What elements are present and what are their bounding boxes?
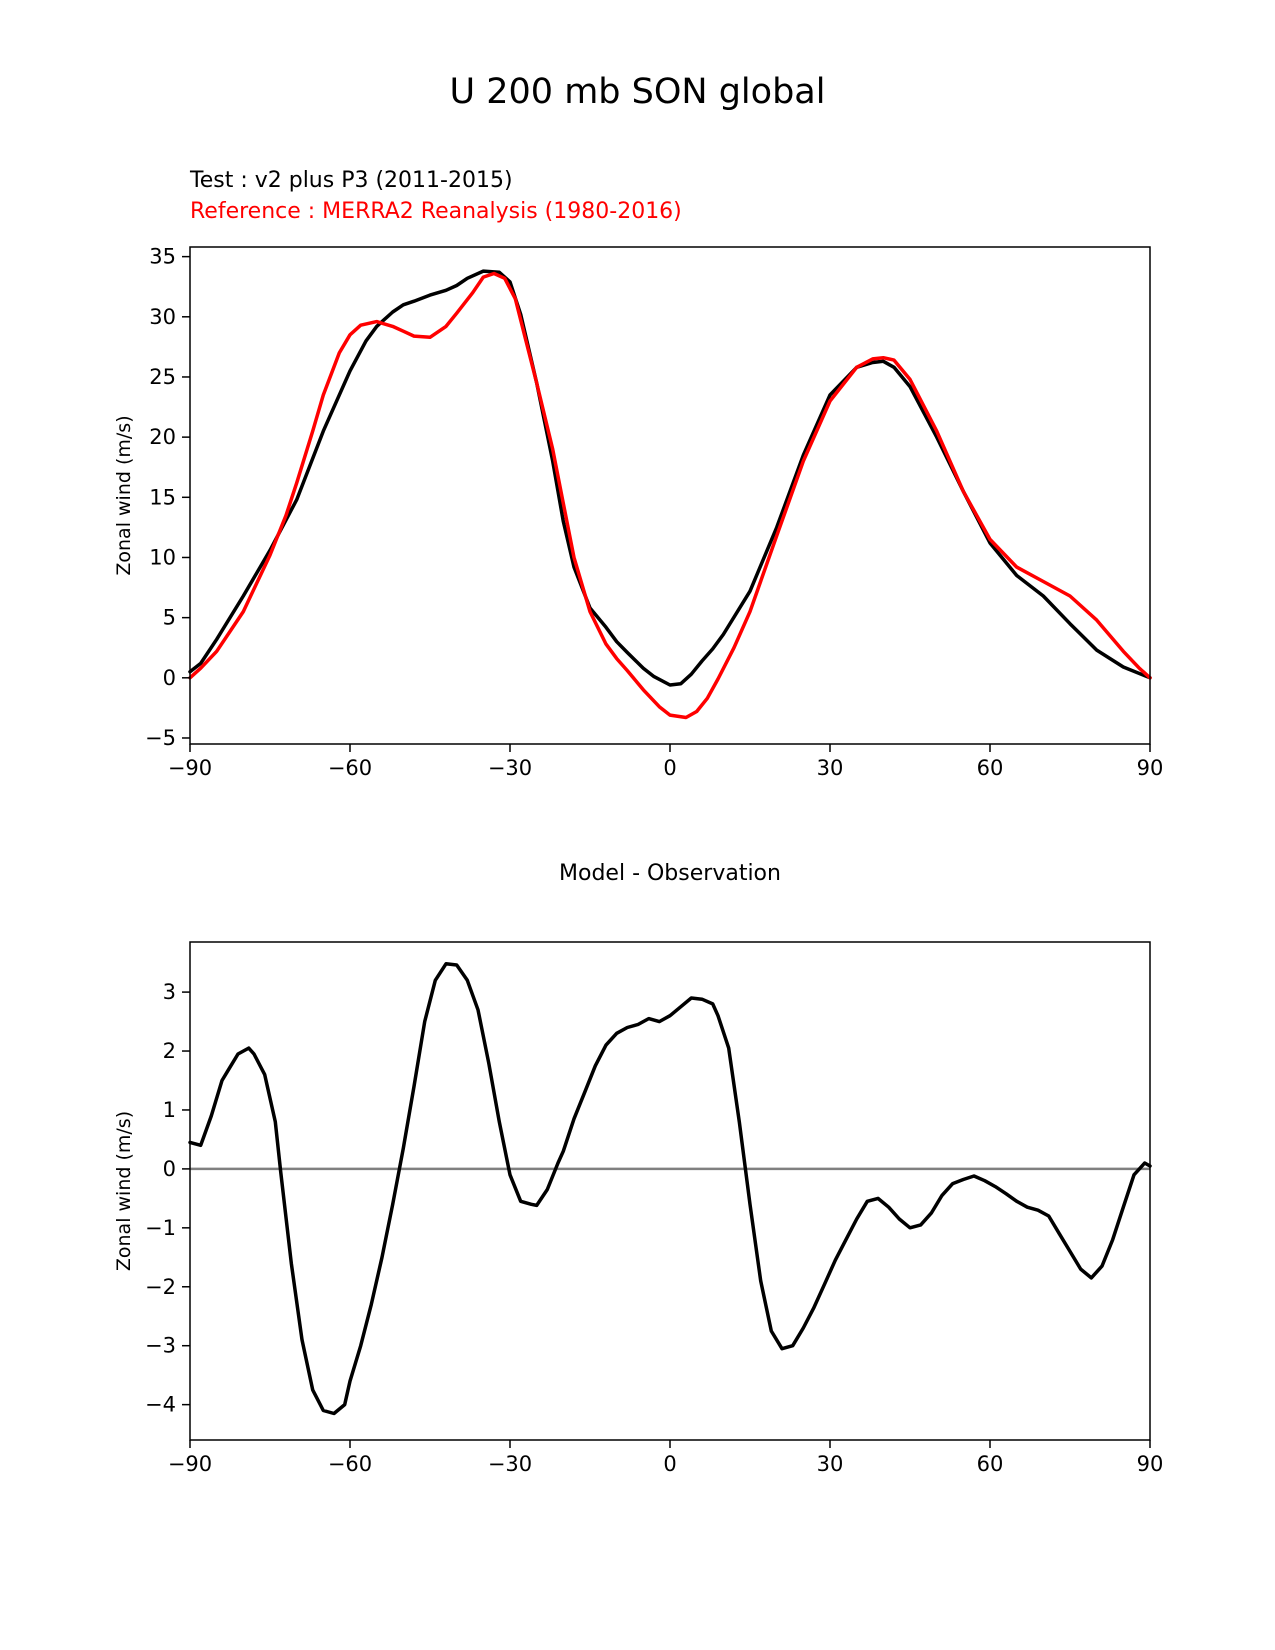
y-tick-label: 35 <box>149 245 176 269</box>
y-tick-label: −1 <box>145 1216 176 1240</box>
y-tick-label: 0 <box>163 666 176 690</box>
y-tick-label: −4 <box>145 1393 176 1417</box>
x-tick-label: −30 <box>488 756 532 780</box>
y-tick-label: 2 <box>163 1039 176 1063</box>
y-tick-label: −3 <box>145 1334 176 1358</box>
y-tick-label: 1 <box>163 1098 176 1122</box>
x-tick-label: 90 <box>1137 756 1164 780</box>
y-tick-label: 30 <box>149 305 176 329</box>
x-tick-label: −60 <box>328 1452 372 1476</box>
y-tick-label: 20 <box>149 425 176 449</box>
figure-title: U 200 mb SON global <box>449 72 826 112</box>
y-axis-label: Zonal wind (m/s) <box>113 1111 135 1271</box>
series-line-reference <box>188 271 1152 720</box>
y-tick-label: 3 <box>163 980 176 1004</box>
x-tick-label: −90 <box>168 1452 212 1476</box>
y-tick-label: 10 <box>149 545 176 569</box>
x-tick-label: 60 <box>977 756 1004 780</box>
bottom-panel-difference: −90 −60 −30 0 30 60 90 −4 −3 −2 −1 0 1 2 3 Zonal wind (… <box>113 941 1164 1476</box>
y-tick-label: 0 <box>163 1157 176 1181</box>
x-tick-label: 30 <box>817 1452 844 1476</box>
series-line-test <box>188 269 1152 687</box>
x-tick-label: −30 <box>488 1452 532 1476</box>
y-tick-label: 25 <box>149 365 176 389</box>
test-series-label: Test : v2 plus P3 (2011-2015) <box>190 168 513 193</box>
x-tick-label: 30 <box>817 756 844 780</box>
x-tick-label: 90 <box>1137 1452 1164 1476</box>
y-axis-label: Zonal wind (m/s) <box>113 415 135 575</box>
y-tick-label: −2 <box>145 1275 176 1299</box>
x-tick-label: −60 <box>328 756 372 780</box>
x-tick-label: −90 <box>168 756 212 780</box>
x-tick-label: 60 <box>977 1452 1004 1476</box>
y-tick-label: −5 <box>145 726 176 750</box>
x-tick-label: 0 <box>663 756 676 780</box>
difference-panel-title: Model - Observation <box>559 861 781 886</box>
x-tick-label: 0 <box>663 1452 676 1476</box>
y-tick-label: 15 <box>149 485 176 509</box>
reference-series-label: Reference : MERRA2 Reanalysis (1980-2016… <box>190 199 682 224</box>
top-panel-zonal-wind: −90 −60 −30 0 30 60 90 −5 0 5 10 15 20 25 30 35 Zonal wi… <box>113 245 1163 780</box>
axes-frame <box>189 246 1151 745</box>
series-line-difference <box>188 962 1152 1416</box>
y-tick-label: 5 <box>163 606 176 630</box>
